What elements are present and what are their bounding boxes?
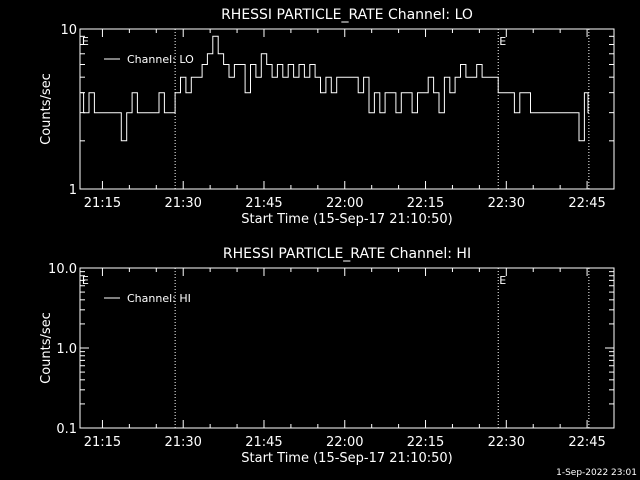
x-tick-label: 22:45 <box>568 196 605 211</box>
y-tick-label: 1 <box>69 183 77 198</box>
x-tick-label: 21:30 <box>164 435 201 450</box>
x-axis-label: Start Time (15-Sep-17 21:10:50) <box>241 212 452 227</box>
series-line <box>80 35 589 142</box>
x-tick-label: 21:45 <box>245 435 282 450</box>
x-tick-label: 22:15 <box>407 196 444 211</box>
event-marker-label: E <box>499 274 506 287</box>
x-tick-label: 21:30 <box>164 196 201 211</box>
y-axis-label: Counts/sec <box>39 312 54 384</box>
legend-entry: Channel: HI <box>127 292 191 305</box>
x-tick-label: 22:00 <box>326 435 363 450</box>
footer-timestamp: 1-Sep-2022 23:01 <box>556 468 637 478</box>
event-marker-label: E <box>82 35 89 48</box>
y-tick-label: 0.1 <box>56 422 77 437</box>
x-tick-label: 22:45 <box>568 435 605 450</box>
chart-title: RHESSI PARTICLE_RATE Channel: HI <box>223 246 471 262</box>
x-tick-label: 22:30 <box>488 196 525 211</box>
y-tick-label: 10.0 <box>48 262 77 277</box>
x-tick-label: 22:30 <box>488 435 525 450</box>
y-tick-label: 10 <box>60 23 77 38</box>
y-tick-label: 1.0 <box>56 342 77 357</box>
x-tick-label: 21:45 <box>245 196 282 211</box>
x-tick-label: 22:15 <box>407 435 444 450</box>
x-tick-label: 21:15 <box>84 196 121 211</box>
lo-channel-panel: RHESSI PARTICLE_RATE Channel: LO Counts/s… <box>39 7 615 227</box>
legend-entry: Channel: LO <box>127 53 194 66</box>
x-axis-label: Start Time (15-Sep-17 21:10:50) <box>241 451 452 466</box>
plot-frame <box>79 28 615 190</box>
event-marker-label: E <box>82 274 89 287</box>
x-tick-label: 22:00 <box>326 196 363 211</box>
event-marker-label: E <box>499 35 506 48</box>
chart-title: RHESSI PARTICLE_RATE Channel: LO <box>221 7 473 23</box>
x-tick-label: 21:15 <box>84 435 121 450</box>
y-axis-label: Counts/sec <box>39 73 54 145</box>
hi-channel-panel: RHESSI PARTICLE_RATE Channel: HI Counts/s… <box>39 246 615 466</box>
